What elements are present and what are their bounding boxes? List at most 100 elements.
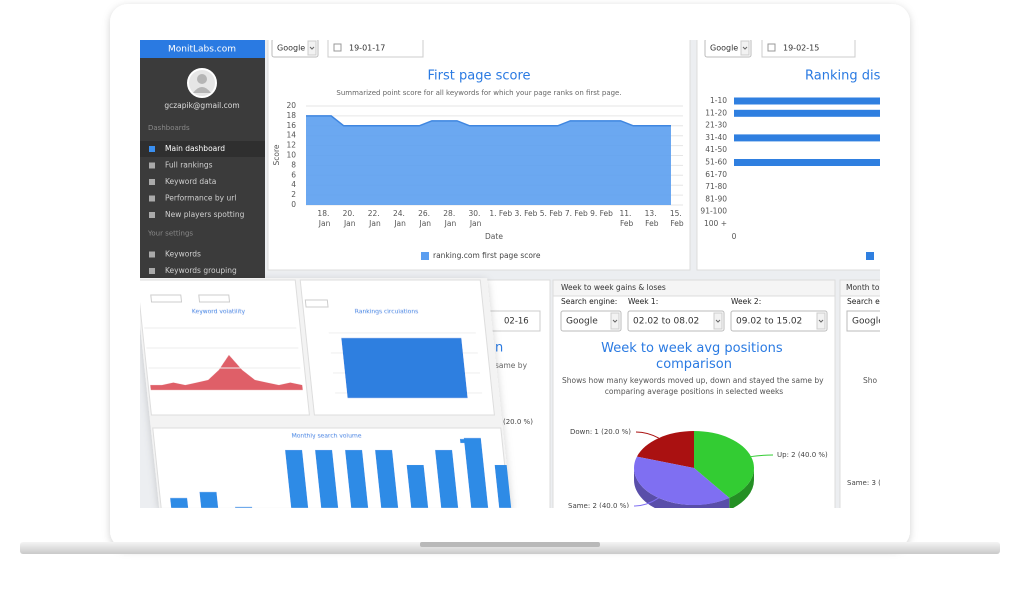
brand: MonitLabs.com [168,45,236,55]
menu-icon [149,195,155,202]
field-label: Search engine: [561,297,617,306]
laptop-base [20,542,1000,554]
menu-item[interactable]: New players spotting [165,210,245,219]
chart-subtitle: same by [495,361,528,370]
select-box[interactable] [704,39,752,58]
select-box[interactable] [560,310,622,332]
select-box[interactable] [271,39,319,58]
select-arrow-box [610,312,620,330]
chart-subtitle: Summarized point score for all keywords … [336,89,621,97]
bar [285,450,309,508]
menu-icon [149,251,155,258]
calendar-icon [333,43,342,52]
bar [315,450,339,508]
y-tick-label: 20 [286,101,296,110]
sidebar-section-title: Your settings [147,230,193,238]
panel-header-title: Month to [846,283,880,292]
overlay-content: Keyword volatility Rankings circulations M… [140,279,512,508]
avatar-head [197,74,207,84]
bar [235,507,253,508]
field-label: Week 1: [628,297,658,306]
menu-item[interactable]: Main dashboard [165,144,225,153]
y-tick-label: 31-40 [705,133,727,142]
user-email: gczapik@gmail.com [164,101,239,110]
select-arrow [612,319,618,323]
select-box[interactable] [627,310,725,332]
bar [406,465,429,508]
menu-item[interactable]: Keywords [165,250,201,259]
select-box[interactable] [846,310,897,332]
x-tick-label: 5. Feb [540,209,563,218]
select-arrow [818,319,824,323]
y-tick-label: 1-10 [710,96,727,105]
calendar-icon [767,43,776,52]
x-tick-label: 30. Jan [468,209,482,228]
bar [734,159,880,166]
menu-item[interactable]: Performance by url [165,194,236,203]
date-value: 19-02-15 [783,44,819,53]
pie-connector [750,454,774,458]
series-line [306,115,671,127]
pie-label: Up: 2 (40.0 %) [777,451,828,459]
menu-item[interactable]: Keyword data [165,177,216,186]
mini-select [198,294,231,303]
legend-swatch [459,439,465,443]
field-label: Week 2: [731,297,761,306]
y-tick-label: 18 [286,111,296,120]
pie-label: (20.0 %) [503,418,533,426]
menu-item[interactable]: Full rankings [165,161,213,170]
y-tick-label: 10 [286,151,296,160]
chart-title: First page score [427,69,530,84]
x-tick-label: 1. Feb [489,209,512,218]
select-arrow-box [307,40,317,56]
y-tick-label: 91-100 [700,207,727,216]
y-tick-label: 41-50 [705,145,727,154]
laptop-notch [420,542,600,547]
select-arrow-box [816,312,826,330]
menu-item[interactable]: Keywords grouping [165,266,237,275]
bar [734,134,880,142]
select-arrow [715,319,721,323]
overlay-screenshot: Keyword volatility Rankings circulations M… [140,278,512,508]
panel-header [839,279,880,297]
date-input[interactable] [327,39,424,58]
pie-connector [633,497,660,507]
x-tick-label: 24. Jan [393,209,407,228]
avatar-body [193,87,211,93]
panel [696,40,880,271]
chart-subtitle: Shows how many keywords moved up, down a… [562,376,826,396]
date-input[interactable] [761,39,856,58]
x-tick-label: 13. Feb [645,209,659,228]
select-arrow-box [713,312,723,330]
sidebar-header [140,40,265,58]
y-tick-label: 51-60 [705,158,727,167]
y-tick-label: 100 + [704,219,727,228]
mini-select [304,299,329,308]
x-tick-label: 28. Jan [443,209,457,228]
x-tick-label: 22. Jan [368,209,382,228]
chart-title: Monthly search volume [291,433,362,440]
bar [435,450,459,508]
bar [463,438,489,508]
select-arrow-box [740,40,750,56]
pie-slice-side [729,468,754,508]
select-arrow [742,46,748,50]
chart-title: Keyword volatility [192,309,246,316]
select-value: Google [852,317,884,327]
x-tick-label: 7. Feb [565,209,588,218]
date-value: 02-16 [504,317,529,327]
y-tick-label: 21-30 [705,121,727,130]
bar [734,97,880,105]
x-tick-label: 3. Feb [515,209,538,218]
y-tick-label: 81-90 [705,194,727,203]
y-tick-label: 11-20 [705,108,727,117]
chart-subtitle: Sho [863,376,878,385]
pie-label: Same: 2 (40.0 %) [568,502,629,510]
y-tick-label: 6 [291,170,296,179]
menu-icon [149,146,155,152]
legend-label: ranking.com first page score [433,251,541,260]
select-box[interactable] [730,310,828,332]
panel-header [552,279,836,297]
